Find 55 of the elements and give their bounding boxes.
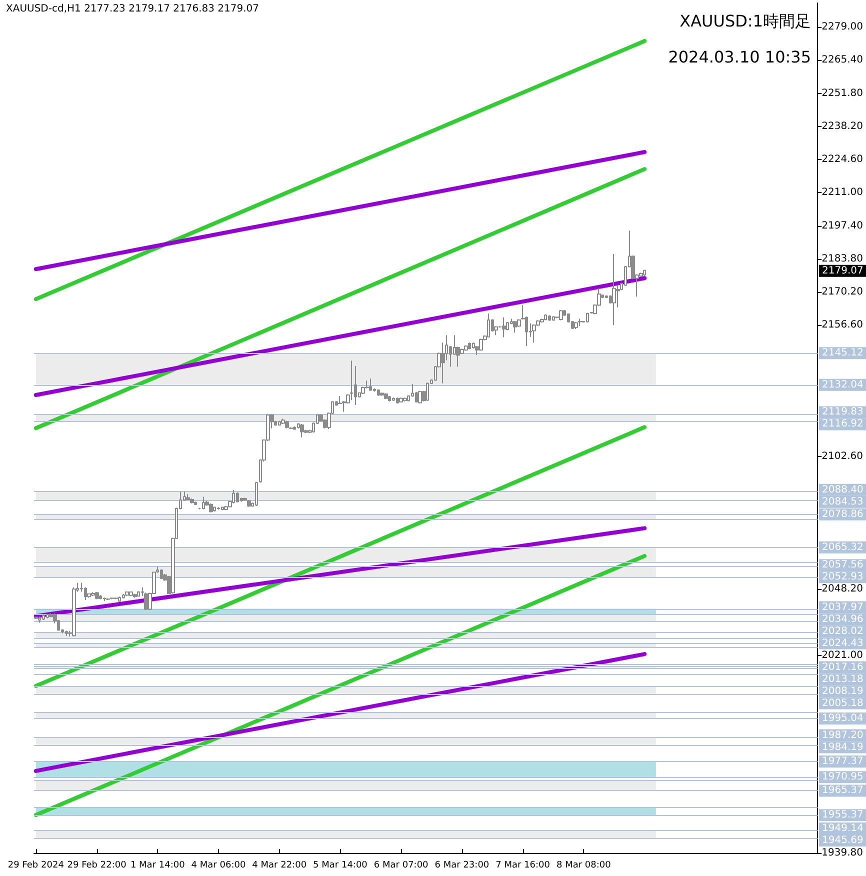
ref-line-label: 2145.12 — [822, 348, 864, 359]
y-tick-label: 2183.80 — [822, 253, 864, 264]
ref-line-label: 2037.97 — [822, 602, 864, 613]
ref-line-label: 2052.93 — [822, 572, 864, 583]
ref-line-label: 2034.96 — [822, 614, 864, 625]
ref-line-label: 2017.16 — [822, 662, 864, 673]
ref-line-label: 2028.02 — [822, 626, 864, 637]
y-tick-label: 2021.00 — [822, 650, 864, 661]
text: 2179.07 — [822, 265, 864, 276]
ref-line-label: 2013.18 — [822, 674, 864, 685]
text: 2024.03.10 10:35 — [668, 48, 812, 66]
ref-line-label: 1984.19 — [822, 742, 864, 753]
y-tick-label: 2102.60 — [822, 451, 864, 462]
x-tick-label: 4 Mar 22:00 — [252, 860, 307, 870]
ref-line-label: 2078.86 — [822, 508, 864, 520]
ref-line-label: 1955.37 — [822, 810, 864, 821]
ref-line-label: 1987.20 — [822, 730, 864, 741]
y-tick-label: 2156.60 — [822, 320, 864, 331]
x-tick-label: 6 Mar 23:00 — [434, 860, 490, 870]
ref-line-label: 1965.37 — [822, 785, 864, 796]
ref-line-label: 1977.37 — [822, 756, 864, 768]
y-tick-label: 2048.20 — [822, 584, 864, 595]
ref-line-label: 2084.53 — [822, 496, 864, 508]
y-tick-label: 2224.60 — [822, 154, 864, 166]
ref-line-label: 2057.56 — [822, 560, 864, 571]
text: XAUUSD:1時間足 — [680, 12, 811, 30]
ref-line-label: 2132.04 — [822, 379, 864, 390]
y-tick-label: 2251.80 — [822, 88, 864, 99]
x-tick-label: 29 Feb 2024 — [8, 860, 64, 870]
y-tick-label: 2238.20 — [822, 120, 864, 132]
ref-line-label: 1945.69 — [822, 834, 864, 846]
legend-label: 2005.18 — [822, 698, 864, 709]
ref-line-label: 2065.32 — [822, 542, 864, 553]
y-tick-label: 2265.40 — [822, 54, 864, 66]
y-tick-label: 2279.00 — [822, 22, 864, 33]
x-tick-label: 6 Mar 07:00 — [374, 860, 429, 870]
ref-line-label: 2088.40 — [822, 484, 864, 496]
y-tick-label: 2211.00 — [822, 187, 864, 198]
x-tick-label: 5 Mar 14:00 — [313, 860, 368, 870]
x-tick-label: 29 Feb 22:00 — [67, 860, 127, 870]
x-tick-label: 1 Mar 14:00 — [130, 860, 186, 870]
annotation: XAUUSD-cd,H1 2177.23 2179.17 2176.83 2179.07 — [6, 4, 260, 14]
ref-line-label: 2116.92 — [822, 418, 864, 430]
ref-line-label: 2008.19 — [822, 686, 864, 697]
ref-line-label: 1949.14 — [822, 822, 864, 834]
ref-line-label: 2024.43 — [822, 638, 864, 649]
x-tick-label: 4 Mar 06:00 — [191, 860, 246, 870]
x-tick-label: 7 Mar 16:00 — [496, 860, 550, 870]
y-tick-label: 1939.80 — [822, 848, 864, 858]
ref-line-label: 1995.04 — [822, 713, 864, 724]
ref-line-label: 1970.95 — [822, 772, 864, 783]
y-tick-label: 2197.40 — [822, 220, 864, 232]
ref-line-label: 2119.83 — [822, 406, 864, 418]
x-tick-label: 8 Mar 08:00 — [556, 860, 612, 870]
y-tick-label: 2170.20 — [822, 286, 864, 298]
